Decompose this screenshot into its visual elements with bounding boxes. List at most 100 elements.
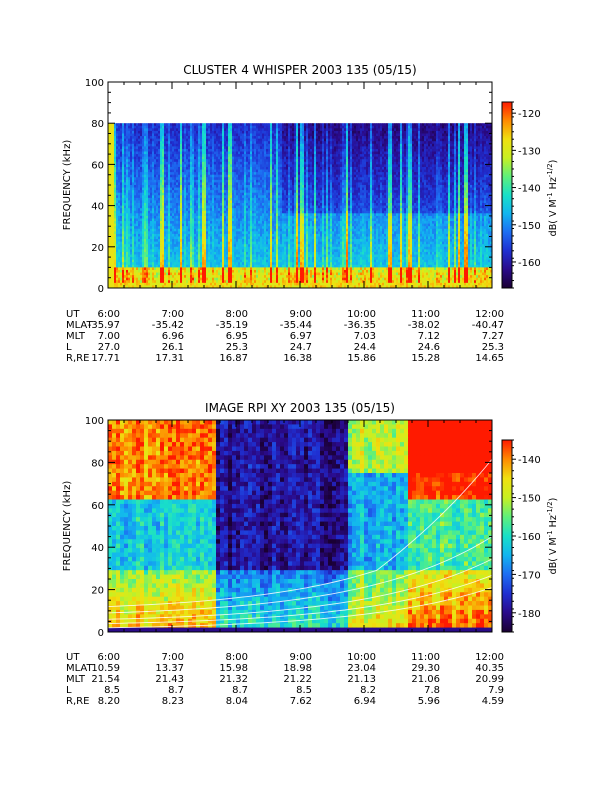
spectrogram-cell: [148, 130, 151, 134]
spectrogram-cell: [242, 128, 245, 132]
spectrogram-cell: [206, 143, 209, 147]
spectrogram-cell: [134, 143, 137, 147]
spectrogram-cell: [380, 136, 383, 140]
spectrogram-cell: [270, 143, 273, 147]
spectrogram-cell: [186, 143, 189, 147]
spectrogram-cell: [306, 138, 309, 142]
spectrogram-cell: [338, 123, 341, 127]
spectrogram-cell: [236, 143, 239, 147]
spectrogram-cell: [286, 138, 289, 142]
spectrogram-cell: [376, 130, 379, 134]
spectrogram-cell: [316, 123, 319, 127]
spectrogram-cell: [256, 138, 259, 142]
spectrogram-cell: [394, 125, 397, 129]
spectrogram-cell: [228, 123, 231, 127]
spectrogram-cell: [382, 128, 385, 132]
spectrogram-cell: [326, 125, 329, 129]
spectrogram-cell: [312, 133, 315, 137]
spectrogram-cell: [252, 136, 255, 140]
spectrogram-cell: [190, 130, 193, 134]
spectrogram-cell: [180, 128, 183, 132]
spectrogram-cell: [328, 123, 331, 127]
spectrogram-cell: [308, 128, 311, 132]
spectrogram-cell: [450, 136, 453, 140]
spectrogram-cell: [368, 128, 371, 132]
spectrogram-cell: [424, 133, 427, 137]
spectrogram-cell: [248, 125, 251, 129]
spectrogram-cell: [154, 130, 157, 134]
spectrogram-cell: [232, 125, 235, 129]
spectrogram-cell: [354, 133, 357, 137]
spectrogram-cell: [474, 136, 477, 140]
spectrogram-cell: [110, 141, 113, 145]
spectrogram-cell: [362, 128, 365, 132]
spectrogram-cell: [164, 141, 167, 145]
spectrogram-cell: [132, 130, 135, 134]
spectrogram-cell: [284, 141, 287, 145]
spectrogram-cell: [134, 130, 137, 134]
spectrogram-cell: [280, 143, 283, 147]
spectrogram-cell: [394, 133, 397, 137]
spectrogram-cell: [234, 125, 237, 129]
spectrogram-cell: [130, 141, 133, 145]
spectrogram-cell: [448, 133, 451, 137]
spectrogram-cell: [128, 130, 131, 134]
spectrogram-cell: [400, 130, 403, 134]
spectrogram-cell: [484, 138, 487, 142]
spectrogram-cell: [210, 123, 213, 127]
spectrogram-cell: [162, 133, 165, 137]
spectrogram-cell: [418, 123, 421, 127]
spectrogram-cell: [226, 136, 229, 140]
spectrogram-cell: [154, 141, 157, 145]
spectrogram-cell: [470, 136, 473, 140]
spectrogram-cell: [446, 138, 449, 142]
spectrogram-cell: [210, 138, 213, 142]
spectrogram-cell: [212, 123, 215, 127]
spectrogram-cell: [146, 125, 149, 129]
spectrogram-cell: [480, 125, 483, 129]
spectrogram-cell: [276, 136, 279, 140]
spectrogram-cell: [466, 128, 469, 132]
spectrogram-cell: [308, 136, 311, 140]
spectrogram-cell: [322, 128, 325, 132]
spectrogram-cell: [122, 143, 125, 147]
spectrogram-cell: [372, 125, 375, 129]
spectrogram-cell: [328, 136, 331, 140]
spectrogram-cell: [154, 128, 157, 132]
spectrogram-cell: [150, 128, 153, 132]
spectrogram-cell: [372, 130, 375, 134]
spectrogram-cell: [252, 143, 255, 147]
spectrogram-cell: [490, 136, 493, 140]
spectrogram-cell: [220, 123, 223, 127]
spectrogram-cell: [374, 133, 377, 137]
spectrogram-cell: [374, 141, 377, 145]
spectrogram-cell: [480, 128, 483, 132]
spectrogram-cell: [458, 133, 461, 137]
spectrogram-cell: [332, 138, 335, 142]
spectrogram-cell: [442, 133, 445, 137]
spectrogram-cell: [478, 141, 481, 145]
spectrogram-cell: [172, 125, 175, 129]
spectrogram-cell: [112, 143, 115, 147]
spectrogram-cell: [158, 123, 161, 127]
spectrogram-cell: [188, 123, 191, 127]
spectrogram-cell: [170, 128, 173, 132]
spectrogram-cell: [260, 133, 263, 137]
spectrogram-cell: [324, 130, 327, 134]
spectrogram-cell: [148, 125, 151, 129]
spectrogram-cell: [124, 123, 127, 127]
spectrogram-cell: [380, 130, 383, 134]
spectrogram-cell: [124, 125, 127, 129]
spectrogram-cell: [244, 136, 247, 140]
spectrogram-cell: [392, 141, 395, 145]
spectrogram-cell: [176, 141, 179, 145]
spectrogram-cell: [440, 133, 443, 137]
spectrogram-cell: [352, 130, 355, 134]
spectrogram-cell: [344, 123, 347, 127]
spectrogram-cell: [428, 125, 431, 129]
spectrogram-cell: [310, 123, 313, 127]
spectrogram-cell: [130, 130, 133, 134]
spectrogram-cell: [228, 138, 231, 142]
spectrogram-cell: [114, 125, 117, 129]
spectrogram-cell: [290, 123, 293, 127]
